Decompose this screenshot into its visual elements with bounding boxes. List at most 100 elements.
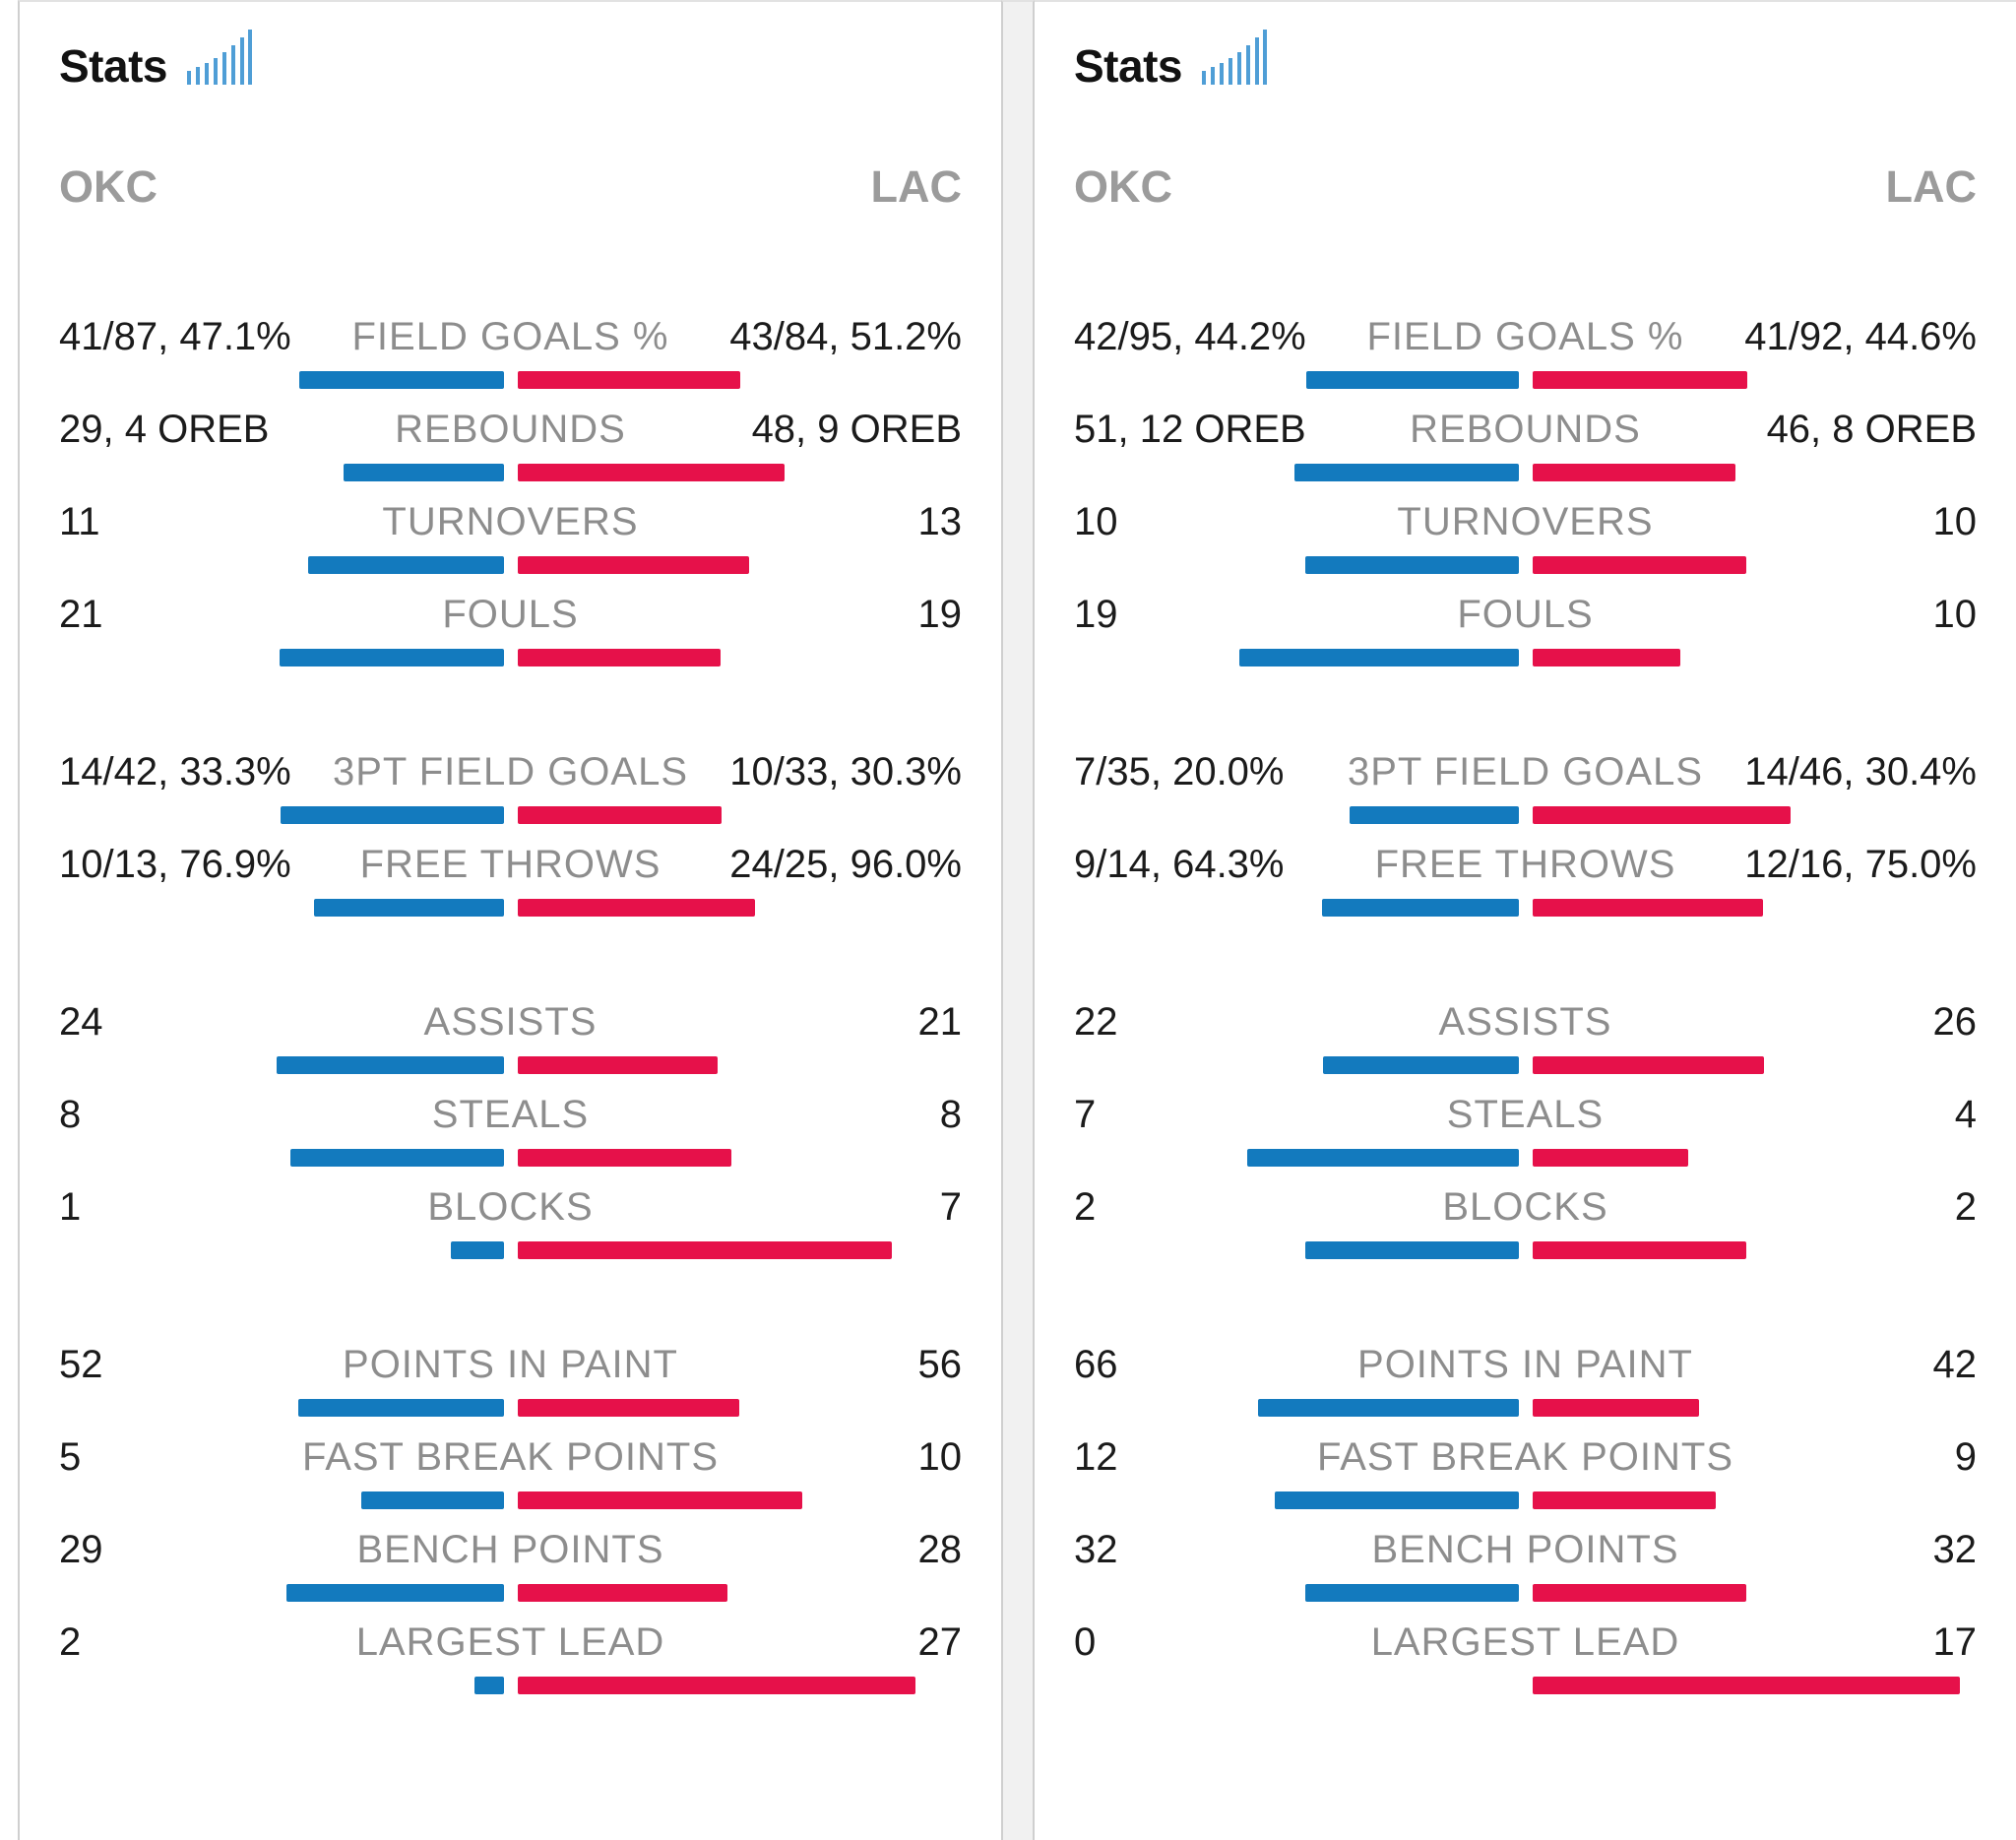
teams-row: OKC LAC <box>20 164 1001 210</box>
okc-value: 29 <box>59 1528 103 1571</box>
page-left-margin <box>0 0 18 1840</box>
stat-row-text: 29, 4 OREB REBOUNDS 48, 9 OREB <box>20 407 1001 452</box>
comparison-bars <box>20 556 1001 574</box>
stat-group: 22 ASSISTS 26 7 STEALS 4 2 BLOCKS 2 <box>1035 999 2016 1259</box>
comparison-bars <box>20 1149 1001 1167</box>
panel-title: Stats <box>59 40 167 92</box>
comparison-bars <box>1035 806 2016 824</box>
lac-bar <box>1532 464 1735 481</box>
stat-row-text: 5 FAST BREAK POINTS 10 <box>20 1434 1001 1480</box>
stat-label: FAST BREAK POINTS <box>301 1435 720 1479</box>
lac-bar <box>1532 1056 1764 1074</box>
lac-bar <box>1532 899 1763 917</box>
stat-row-text: 29 BENCH POINTS 28 <box>20 1527 1001 1572</box>
okc-bar <box>313 899 504 917</box>
okc-value: 22 <box>1074 1000 1118 1044</box>
lac-bar <box>1532 556 1746 574</box>
home-team-label: OKC <box>1074 161 1172 212</box>
comparison-bars <box>20 371 1001 389</box>
okc-bar <box>1238 649 1519 666</box>
stat-row-text: 10 TURNOVERS 10 <box>1035 499 2016 544</box>
comparison-bars <box>20 1241 1001 1259</box>
okc-bar <box>285 1584 504 1602</box>
panel-divider <box>1001 0 1035 1840</box>
stat-label: REBOUNDS <box>395 408 626 451</box>
stat-label: TURNOVERS <box>382 500 639 543</box>
okc-value: 51, 12 OREB <box>1074 408 1306 451</box>
comparison-bars <box>20 1677 1001 1694</box>
okc-value: 32 <box>1074 1528 1118 1571</box>
lac-value: 8 <box>939 1093 962 1136</box>
okc-bar <box>1304 1241 1519 1259</box>
panel-header: Stats <box>1035 2 2016 92</box>
stat-row: 29, 4 OREB REBOUNDS 48, 9 OREB <box>20 407 1001 481</box>
comparison-bars <box>20 1399 1001 1417</box>
stat-label: STEALS <box>431 1093 590 1136</box>
lac-bar <box>517 649 721 666</box>
stat-label: BLOCKS <box>1442 1185 1608 1229</box>
okc-value: 9/14, 64.3% <box>1074 843 1285 886</box>
comparison-bars <box>1035 649 2016 666</box>
lac-bar <box>517 556 749 574</box>
stat-row: 2 BLOCKS 2 <box>1035 1184 2016 1259</box>
stat-row-text: 7/35, 20.0% 3PT FIELD GOALS 14/46, 30.4% <box>1035 749 2016 794</box>
lac-bar <box>517 1241 892 1259</box>
lac-value: 14/46, 30.4% <box>1744 750 1977 793</box>
stat-row: 8 STEALS 8 <box>20 1092 1001 1167</box>
okc-bar <box>280 806 504 824</box>
okc-value: 2 <box>1074 1185 1097 1229</box>
stat-label: REBOUNDS <box>1410 408 1641 451</box>
stat-row-text: 12 FAST BREAK POINTS 9 <box>1035 1434 2016 1480</box>
stat-groups: 41/87, 47.1% FIELD GOALS % 43/84, 51.2% … <box>20 314 1001 1694</box>
lac-value: 41/92, 44.6% <box>1744 315 1977 358</box>
stat-label: FREE THROWS <box>1374 843 1676 886</box>
stat-row: 29 BENCH POINTS 28 <box>20 1527 1001 1602</box>
comparison-bars <box>1035 556 2016 574</box>
comparison-bars <box>1035 1399 2016 1417</box>
stat-row: 21 FOULS 19 <box>20 592 1001 666</box>
signal-bars-icon <box>1201 30 1267 90</box>
lac-bar <box>517 1584 727 1602</box>
comparison-bars <box>1035 1491 2016 1509</box>
stat-label: ASSISTS <box>423 1000 598 1044</box>
stat-row: 66 POINTS IN PAINT 42 <box>1035 1342 2016 1417</box>
okc-value: 8 <box>59 1093 82 1136</box>
comparison-bars <box>1035 1677 2016 1694</box>
lac-value: 43/84, 51.2% <box>729 315 962 358</box>
stat-group: 24 ASSISTS 21 8 STEALS 8 1 BLOCKS 7 <box>20 999 1001 1259</box>
lac-value: 42 <box>1932 1343 1978 1386</box>
stat-group: 52 POINTS IN PAINT 56 5 FAST BREAK POINT… <box>20 1342 1001 1694</box>
okc-value: 7/35, 20.0% <box>1074 750 1285 793</box>
stat-row: 51, 12 OREB REBOUNDS 46, 8 OREB <box>1035 407 2016 481</box>
stat-row: 22 ASSISTS 26 <box>1035 999 2016 1074</box>
comparison-bars <box>1035 1056 2016 1074</box>
comparison-bars <box>1035 1149 2016 1167</box>
okc-bar <box>1322 1056 1519 1074</box>
okc-bar <box>473 1677 504 1694</box>
lac-value: 4 <box>1954 1093 1977 1136</box>
lac-value: 46, 8 OREB <box>1766 408 1977 451</box>
lac-value: 10 <box>1932 500 1978 543</box>
stat-row-text: 11 TURNOVERS 13 <box>20 499 1001 544</box>
lac-value: 24/25, 96.0% <box>729 843 962 886</box>
stat-label: 3PT FIELD GOALS <box>332 750 689 793</box>
okc-bar <box>1304 1584 1519 1602</box>
okc-value: 21 <box>59 593 103 636</box>
lac-value: 10 <box>917 1435 963 1479</box>
lac-bar <box>1532 1149 1688 1167</box>
stat-row: 1 BLOCKS 7 <box>20 1184 1001 1259</box>
okc-bar <box>297 1399 504 1417</box>
okc-bar <box>1349 806 1519 824</box>
okc-value: 11 <box>59 500 100 543</box>
stat-label: FIELD GOALS % <box>1366 315 1684 358</box>
okc-value: 10/13, 76.9% <box>59 843 291 886</box>
away-team-label: LAC <box>1885 161 1977 212</box>
panel-header: Stats <box>20 2 1001 92</box>
okc-bar <box>450 1241 504 1259</box>
okc-value: 19 <box>1074 593 1118 636</box>
lac-bar <box>1532 1677 1960 1694</box>
okc-value: 41/87, 47.1% <box>59 315 291 358</box>
stat-row-text: 32 BENCH POINTS 32 <box>1035 1527 2016 1572</box>
lac-value: 19 <box>917 593 963 636</box>
lac-bar <box>1532 1241 1746 1259</box>
